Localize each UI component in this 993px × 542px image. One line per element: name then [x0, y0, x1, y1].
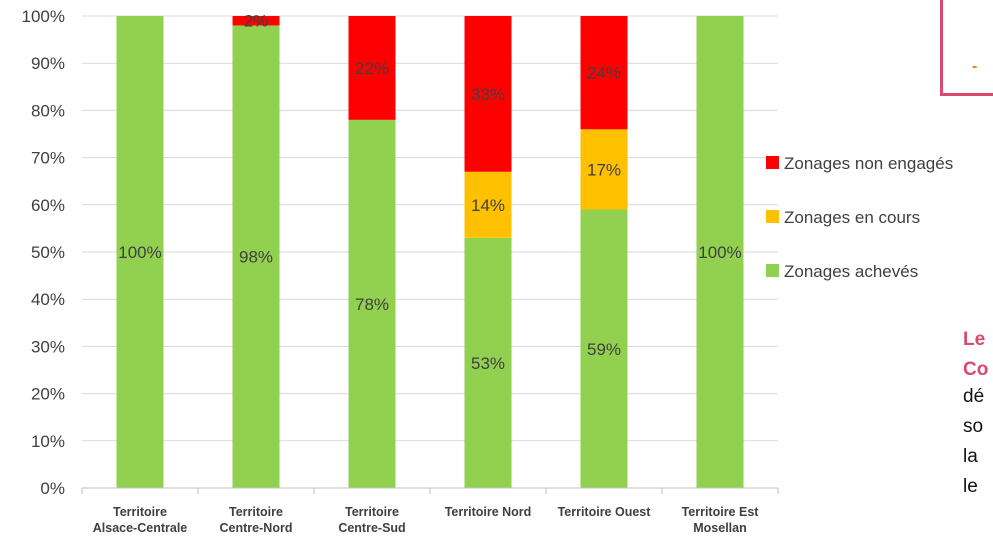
side-text-line: Le	[963, 329, 986, 350]
side-text-line: dé	[963, 386, 985, 407]
bar-segment	[696, 16, 744, 488]
y-tick-label: 20%	[31, 385, 65, 404]
legend-swatch	[766, 156, 779, 169]
data-label: 17%	[587, 160, 621, 179]
y-tick-label: 10%	[31, 432, 65, 451]
y-tick-label: 30%	[31, 337, 65, 356]
gridlines	[82, 15, 778, 442]
bar-segment	[348, 16, 396, 120]
callout-box	[940, 0, 993, 96]
x-category-label: Territoire Nord	[445, 505, 532, 519]
x-category-label: Territoire Est	[682, 505, 760, 519]
bar-segment	[580, 209, 628, 488]
y-tick-label: 90%	[31, 54, 65, 73]
x-category-label: Territoire	[229, 505, 283, 519]
bar-segment	[116, 16, 164, 488]
data-label: 100%	[118, 243, 161, 262]
data-label: 2%	[244, 12, 269, 31]
axes: 0% 10% 20% 30% 40% 50% 60% 70% 80% 90% 100% Territo…	[22, 7, 779, 535]
bar-segment	[232, 25, 280, 488]
data-label: 53%	[471, 354, 505, 373]
bar-segment	[348, 119, 396, 488]
y-tick-label: 80%	[31, 101, 65, 120]
data-label: 24%	[587, 64, 621, 83]
legend-swatch	[766, 264, 779, 277]
callout-dash: -	[972, 58, 978, 75]
y-tick-label: 100%	[22, 7, 65, 26]
data-label: 14%	[471, 196, 505, 215]
bar-segment	[232, 16, 280, 26]
x-category-label: Centre-Nord	[220, 521, 293, 535]
legend: Zonages non engagés Zonages en cours Zonag…	[766, 154, 953, 281]
side-text-line: le	[963, 476, 978, 497]
side-text-line: so	[963, 416, 984, 437]
side-text-line: Co	[963, 359, 989, 380]
x-category-label: Territoire	[113, 505, 167, 519]
y-tick-label: 70%	[31, 149, 65, 168]
data-label: 33%	[471, 85, 505, 104]
data-label: 78%	[355, 295, 389, 314]
side-text-line: la	[963, 446, 978, 467]
x-category-label: Territoire Ouest	[558, 505, 652, 519]
bar-segment	[464, 171, 512, 238]
legend-label: Zonages en cours	[784, 208, 920, 227]
data-label: 59%	[587, 340, 621, 359]
x-category-label: Centre-Sud	[338, 521, 405, 535]
y-tick-label: 60%	[31, 196, 65, 215]
data-label: 100%	[698, 243, 741, 262]
legend-label: Zonages achevés	[784, 262, 918, 281]
y-tick-label: 40%	[31, 290, 65, 309]
bar-segment	[580, 129, 628, 210]
legend-label: Zonages non engagés	[784, 154, 953, 173]
data-label: 22%	[355, 59, 389, 78]
y-tick-label: 50%	[31, 243, 65, 262]
x-category-label: Alsace-Centrale	[93, 521, 188, 535]
bar-segment	[464, 16, 512, 172]
legend-swatch	[766, 210, 779, 223]
x-category-label: Mosellan	[693, 521, 747, 535]
data-label: 98%	[239, 248, 273, 267]
bar-segment	[580, 16, 628, 130]
y-tick-label: 0%	[40, 479, 65, 498]
bars: 100% 98% 2% 78% 22% 53% 14% 33% 59% 17% 24% 100%	[116, 12, 744, 488]
x-category-label: Territoire	[345, 505, 399, 519]
bar-segment	[464, 237, 512, 488]
